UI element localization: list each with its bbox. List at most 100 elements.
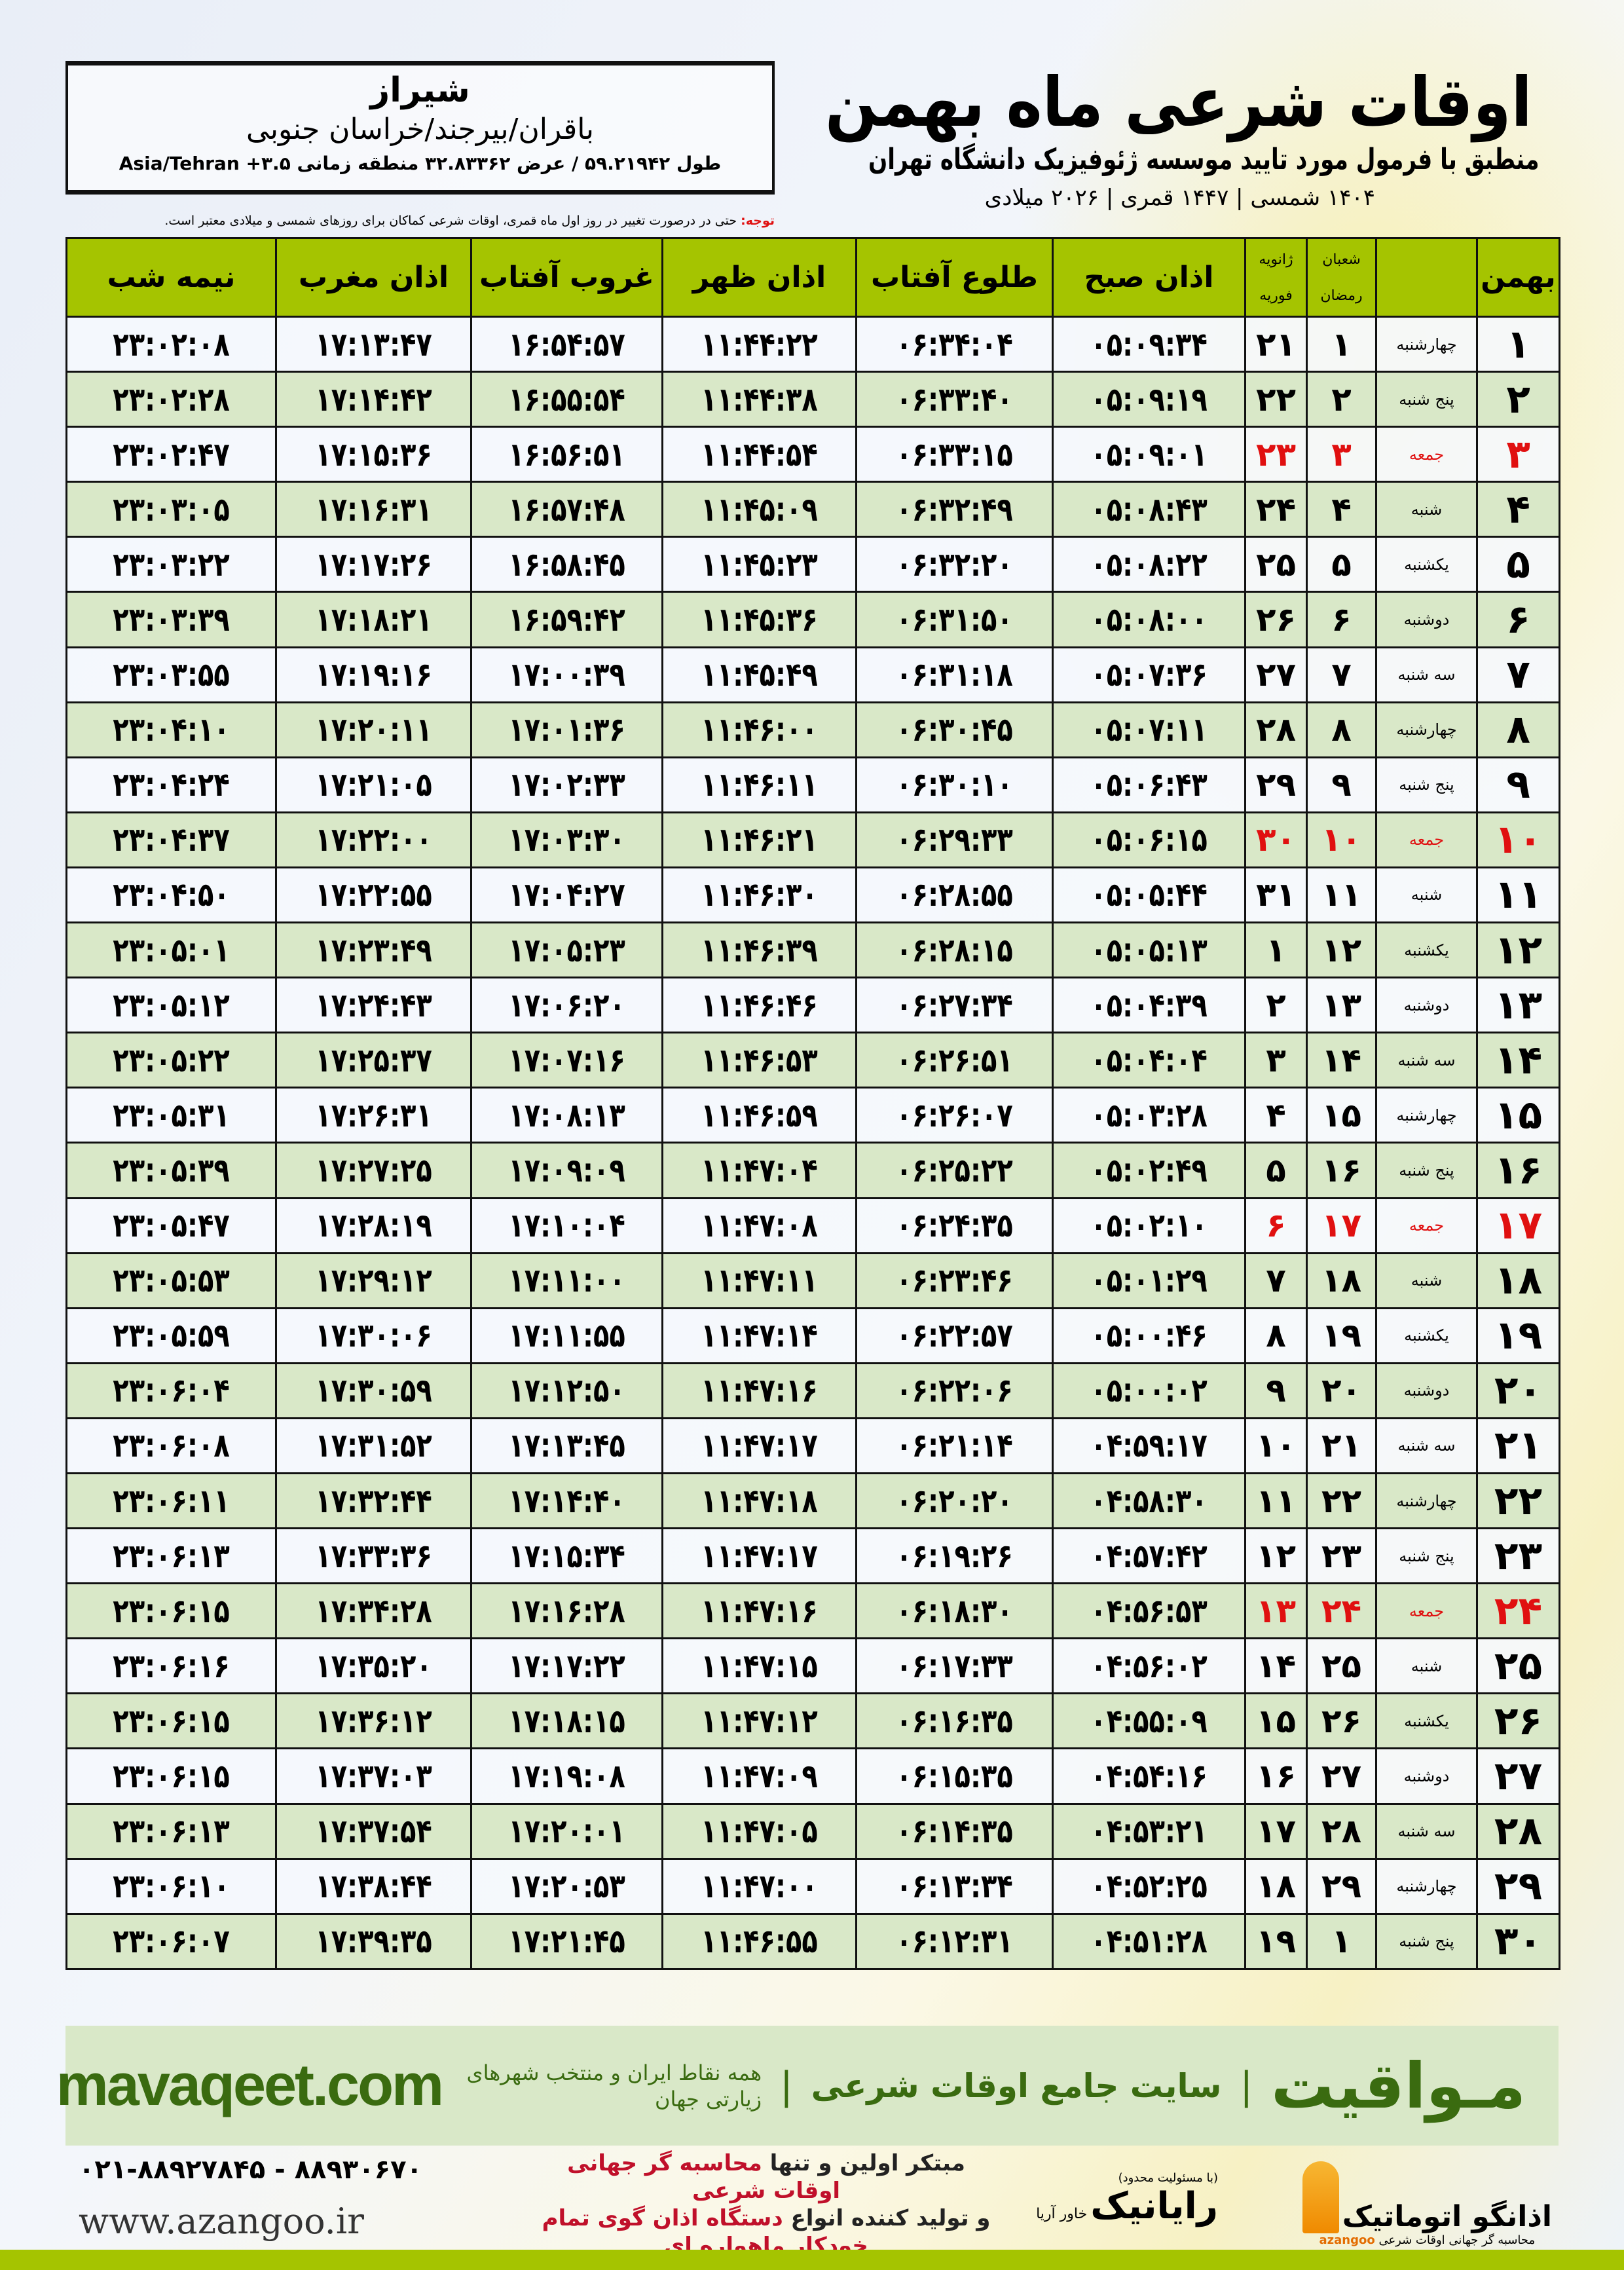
col-hijri-1: شعبان bbox=[1322, 251, 1361, 268]
dhuhr-time-cell: ۱۱:۴۶:۱۱ bbox=[661, 756, 857, 813]
weekday: سه شنبه bbox=[1397, 1436, 1456, 1455]
greg-day-cell: ۱۰ bbox=[1244, 1417, 1308, 1474]
sunset-time: ۱۷:۱۷:۲۲ bbox=[508, 1647, 626, 1685]
maghrib-time: ۱۷:۲۴:۴۳ bbox=[315, 986, 433, 1024]
day-number-cell: ۳۰ bbox=[1476, 1912, 1560, 1970]
sunrise-time: ۰۶:۱۹:۲۶ bbox=[896, 1536, 1014, 1575]
weekday: پنج شنبه bbox=[1399, 1932, 1454, 1951]
day-number-cell: ۲۲ bbox=[1476, 1472, 1560, 1530]
midnight-time-cell: ۲۳:۰۵:۱۲ bbox=[65, 977, 277, 1034]
divider: | bbox=[1240, 2063, 1253, 2108]
sunset-time-cell: ۱۶:۵۷:۴۸ bbox=[470, 481, 663, 538]
maghrib-time: ۱۷:۲۲:۵۵ bbox=[315, 876, 433, 914]
hijri-day-cell: ۱۷ bbox=[1306, 1197, 1377, 1254]
sunrise-time: ۰۶:۱۶:۳۵ bbox=[896, 1702, 1014, 1740]
sunset-time: ۱۷:۱۰:۰۴ bbox=[508, 1206, 626, 1245]
sunrise-time-cell: ۰۶:۱۸:۳۰ bbox=[855, 1582, 1054, 1640]
greg-day-cell: ۲ bbox=[1244, 977, 1308, 1034]
prayer-times-table: بهمن شعبان رمضان ژانویه فوریه اذان صبح طلو… bbox=[65, 237, 1560, 1970]
table-row: ۲۱ سه شنبه ۲۱ ۱۰ ۰۴:۵۹:۱۷ ۰۶:۲۱:۱۴ ۱۱:۴۷:۱۷ ۱۷:… bbox=[65, 1417, 1560, 1474]
day-number-cell: ۲۹ bbox=[1476, 1857, 1560, 1915]
sunset-time: ۱۷:۱۶:۲۸ bbox=[508, 1591, 626, 1630]
day-number-cell: ۷ bbox=[1476, 646, 1560, 703]
sunset-time: ۱۷:۰۳:۳۰ bbox=[508, 821, 626, 859]
col-maghrib: اذان مغرب bbox=[275, 237, 472, 318]
rayanik-logo: (با مسئولیت محدود) رایانیک خاور آریا bbox=[1036, 2171, 1218, 2227]
midnight-time-cell: ۲۳:۰۵:۵۳ bbox=[65, 1252, 277, 1309]
note: توجه: حتی در درصورت تغییر در روز اول ماه… bbox=[65, 214, 775, 228]
sunset-time: ۱۷:۰۰:۳۹ bbox=[508, 656, 626, 694]
fajr-time: ۰۵:۰۲:۴۹ bbox=[1090, 1151, 1208, 1189]
midnight-time: ۲۳:۰۶:۱۵ bbox=[113, 1702, 231, 1740]
day-number-cell: ۱۲ bbox=[1476, 921, 1560, 979]
midnight-time: ۲۳:۰۵:۳۱ bbox=[113, 1096, 231, 1134]
fajr-time-cell: ۰۵:۰۹:۳۴ bbox=[1052, 315, 1246, 373]
sunrise-time-cell: ۰۶:۲۲:۰۶ bbox=[855, 1362, 1054, 1419]
fajr-time: ۰۵:۰۵:۱۳ bbox=[1090, 931, 1208, 969]
midnight-time-cell: ۲۳:۰۶:۰۸ bbox=[65, 1417, 277, 1474]
col-greg: ژانویه فوریه bbox=[1244, 237, 1308, 318]
midnight-time: ۲۳:۰۶:۰۸ bbox=[113, 1426, 231, 1465]
table-row: ۱۷ جمعه ۱۷ ۶ ۰۵:۰۲:۱۰ ۰۶:۲۴:۳۵ ۱۱:۴۷:۰۸ ۱۷:۱۰:۰… bbox=[65, 1197, 1560, 1254]
weekday: دوشنبه bbox=[1403, 1766, 1450, 1785]
maghrib-time-cell: ۱۷:۲۳:۴۹ bbox=[275, 921, 472, 979]
hijri-day: ۵ bbox=[1331, 545, 1352, 584]
sunset-time: ۱۷:۱۵:۳۴ bbox=[508, 1536, 626, 1575]
sunrise-time-cell: ۰۶:۲۶:۵۱ bbox=[855, 1032, 1054, 1089]
fajr-time-cell: ۰۴:۵۱:۲۸ bbox=[1052, 1912, 1246, 1970]
weekday: پنج شنبه bbox=[1399, 1546, 1454, 1565]
dhuhr-time-cell: ۱۱:۴۶:۳۹ bbox=[661, 921, 857, 979]
greg-day: ۶ bbox=[1266, 1206, 1287, 1245]
day-number-cell: ۲ bbox=[1476, 371, 1560, 428]
sunrise-time-cell: ۰۶:۱۴:۳۵ bbox=[855, 1802, 1054, 1860]
dhuhr-time-cell: ۱۱:۴۷:۱۷ bbox=[661, 1527, 857, 1585]
dhuhr-time-cell: ۱۱:۴۷:۰۸ bbox=[661, 1197, 857, 1254]
weekday-cell: جمعه bbox=[1375, 1197, 1478, 1254]
midnight-time: ۲۳:۰۶:۱۵ bbox=[113, 1757, 231, 1795]
dhuhr-time: ۱۱:۴۷:۰۹ bbox=[701, 1757, 819, 1795]
greg-day: ۱۷ bbox=[1255, 1812, 1297, 1851]
maghrib-time: ۱۷:۳۷:۵۴ bbox=[315, 1812, 433, 1851]
hijri-day-cell: ۹ bbox=[1306, 756, 1377, 813]
page-subtitle: منطبق با فرمول مورد تایید موسسه ژئوفیزیک… bbox=[868, 143, 1539, 176]
table-row: ۸ چهارشنبه ۸ ۲۸ ۰۵:۰۷:۱۱ ۰۶:۳۰:۴۵ ۱۱:۴۶:۰۰ ۱۷:۰… bbox=[65, 701, 1560, 758]
day-number: ۸ bbox=[1506, 707, 1531, 753]
day-number-cell: ۲۴ bbox=[1476, 1582, 1560, 1640]
weekday: یکشنبه bbox=[1404, 1326, 1449, 1345]
midnight-time: ۲۳:۰۴:۱۰ bbox=[113, 711, 231, 749]
hijri-day: ۲۱ bbox=[1321, 1426, 1362, 1465]
sunrise-time-cell: ۰۶:۱۲:۳۱ bbox=[855, 1912, 1054, 1970]
greg-day: ۹ bbox=[1266, 1371, 1287, 1410]
midnight-time-cell: ۲۳:۰۵:۰۱ bbox=[65, 921, 277, 979]
maghrib-time-cell: ۱۷:۳۸:۴۴ bbox=[275, 1857, 472, 1915]
weekday: سه شنبه bbox=[1397, 1051, 1456, 1070]
sunrise-time: ۰۶:۳۳:۱۵ bbox=[896, 435, 1014, 474]
weekday-cell: جمعه bbox=[1375, 811, 1478, 868]
midnight-time: ۲۳:۰۶:۱۰ bbox=[113, 1867, 231, 1906]
sunrise-time: ۰۶:۱۸:۳۰ bbox=[896, 1591, 1014, 1630]
sunset-time: ۱۷:۰۴:۲۷ bbox=[508, 876, 626, 914]
fajr-time-cell: ۰۵:۰۹:۰۱ bbox=[1052, 426, 1246, 483]
sunrise-time-cell: ۰۶:۱۷:۳۳ bbox=[855, 1637, 1054, 1695]
slogan-1b: محاسبه گر جهانی اوقات شرعی bbox=[567, 2150, 841, 2204]
midnight-time: ۲۳:۰۵:۰۱ bbox=[113, 931, 231, 969]
weekday: چهارشنبه bbox=[1396, 1106, 1457, 1125]
dhuhr-time: ۱۱:۴۶:۵۳ bbox=[701, 1041, 819, 1079]
fajr-time: ۰۴:۵۲:۲۵ bbox=[1090, 1867, 1208, 1906]
day-number-cell: ۲۳ bbox=[1476, 1527, 1560, 1585]
site-url[interactable]: mavaqeet.com bbox=[56, 2053, 444, 2118]
sunset-time-cell: ۱۷:۱۷:۲۲ bbox=[470, 1637, 663, 1695]
fajr-time: ۰۵:۰۹:۳۴ bbox=[1090, 325, 1208, 363]
day-number-cell: ۱۹ bbox=[1476, 1307, 1560, 1364]
hijri-day-cell: ۸ bbox=[1306, 701, 1377, 758]
greg-day: ۲۹ bbox=[1255, 766, 1297, 804]
weekday: شنبه bbox=[1411, 500, 1443, 519]
sunrise-time: ۰۶:۱۲:۳۱ bbox=[896, 1922, 1014, 1961]
midnight-time: ۲۳:۰۳:۵۵ bbox=[113, 656, 231, 694]
hijri-day-cell: ۲۹ bbox=[1306, 1857, 1377, 1915]
azangoo-url[interactable]: www.azangoo.ir bbox=[79, 2201, 364, 2242]
sunset-time: ۱۷:۰۵:۲۳ bbox=[508, 931, 626, 969]
dhuhr-time-cell: ۱۱:۴۶:۰۰ bbox=[661, 701, 857, 758]
greg-day: ۵ bbox=[1266, 1151, 1287, 1189]
greg-day: ۲۸ bbox=[1255, 711, 1297, 749]
